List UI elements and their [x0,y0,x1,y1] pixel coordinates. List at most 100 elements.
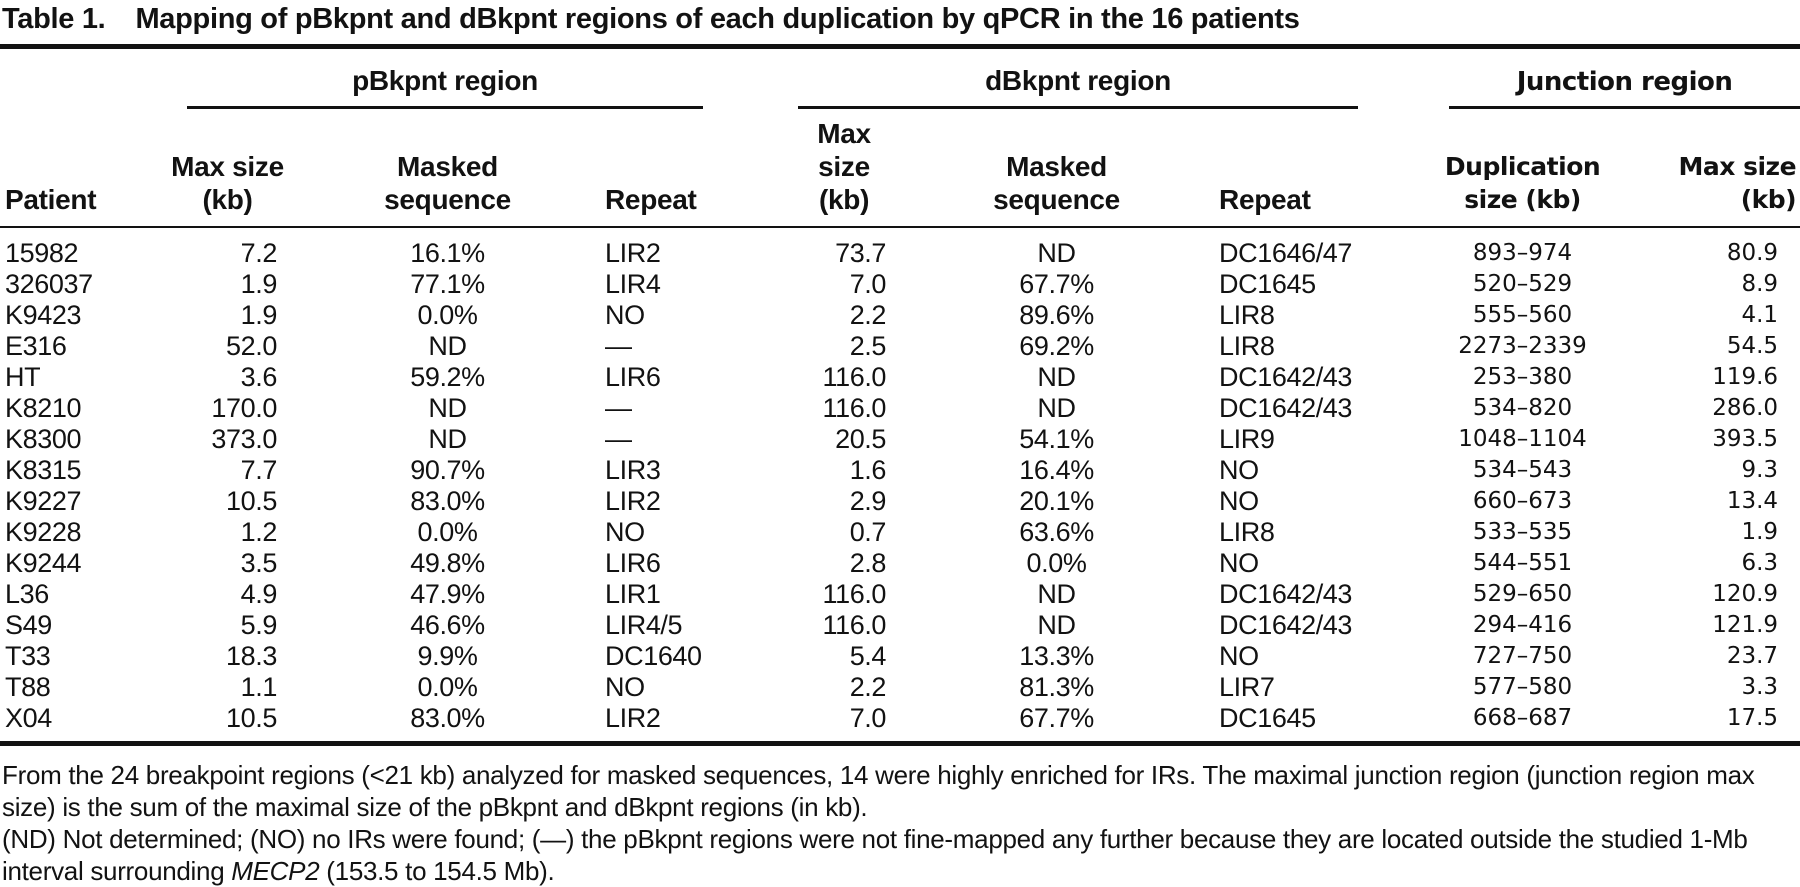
table-row: T33 18.3 9.9% DC1640 5.4 13.3% NO 727–750 23.7 [0,641,1800,672]
table-cell: 54.5 [1726,333,1779,359]
table-cell: 286.0 [1712,395,1779,421]
table-cell: DC1642/43 [1219,579,1353,609]
table-cell: LIR1 [605,579,661,609]
table-row: HT 3.6 59.2% LIR6 116.0 ND DC1642/43 253–380 119… [0,362,1800,393]
table-cell: K9227 [5,486,82,516]
table-cell: LIR2 [605,486,661,516]
table-cell: 1.6 [849,455,887,485]
table-cell: — [605,424,632,454]
table-cell: DC1642/43 [1219,393,1353,423]
table-cell: 17.5 [1726,705,1779,731]
table-cell: LIR8 [1219,331,1275,361]
table-cell: K8210 [5,393,82,423]
table-cell: X04 [5,703,52,733]
table-cell: 0.0% [1026,548,1087,578]
table-row: K8315 7.7 90.7% LIR3 1.6 16.4% NO 534–543 9.3 [0,455,1800,486]
group-header-dbkpnt: dBkpnt region [790,49,1440,109]
table-row: K9228 1.2 0.0% NO 0.7 63.6% LIR8 533–535 1.9 [0,517,1800,548]
table-cell: 0.0% [417,300,478,330]
table-cell: 3.5 [240,548,278,578]
table-cell: ND [1037,238,1076,268]
table-row: 15982 7.2 16.1% LIR2 73.7 ND DC1646/47 893–974 8… [0,227,1800,269]
table-cell: 59.2% [410,362,485,392]
table-cell: ND [1037,610,1076,640]
group-label-junction: Junction region [1516,67,1733,97]
group-label-dbkpnt: dBkpnt region [985,65,1171,96]
table-cell: 83.0% [410,703,485,733]
table-cell: LIR3 [605,455,661,485]
table-cell: 373.0 [211,424,277,454]
table-cell: 8.9 [1741,271,1779,297]
table-cell: 120.9 [1712,581,1779,607]
table-cell: 47.9% [410,579,485,609]
table-cell: LIR2 [605,703,661,733]
table-cell: 326037 [5,269,93,299]
table-row: E316 52.0 ND — 2.5 69.2% LIR8 2273–2339 54.5 [0,331,1800,362]
table-cell: DC1642/43 [1219,610,1353,640]
table-cell: 23.7 [1726,643,1779,669]
table-cell: 555–560 [1472,302,1573,328]
table-row: 326037 1.9 77.1% LIR4 7.0 67.7% DC1645 520–529 8… [0,269,1800,300]
table-row: K9423 1.9 0.0% NO 2.2 89.6% LIR8 555–560 4.1 [0,300,1800,331]
table-cell: 253–380 [1472,364,1573,390]
table-cell: 80.9 [1726,240,1779,266]
footnote-2-tail: (153.5 to 154.5 Mb). [319,856,555,886]
table-cell: 89.6% [1019,300,1094,330]
table-cell: 7.0 [849,703,887,733]
table-cell: 52.0 [226,331,277,361]
table-cell: ND [428,331,467,361]
column-header: Max size (kb) [165,109,290,228]
table-cell: 15982 [5,238,79,268]
table-number: Table 1. [2,3,106,35]
group-header-pbkpnt: pBkpnt region [165,49,790,109]
table-cell: LIR6 [605,362,661,392]
table-cell: 16.1% [410,238,485,268]
table-cell: 90.7% [410,455,485,485]
table-cell: 5.9 [240,610,278,640]
column-header: Masked sequence [290,109,605,228]
table-cell: NO [605,517,645,547]
table-cell: LIR8 [1219,517,1275,547]
table-cell: — [605,331,632,361]
table-cell: 119.6 [1712,364,1779,390]
table-cell: 544–551 [1472,550,1573,576]
table-cell: 727–750 [1472,643,1573,669]
table-cell: ND [1037,579,1076,609]
table-cell: 10.5 [226,703,277,733]
table-cell: 20.1% [1019,486,1094,516]
table-row: L36 4.9 47.9% LIR1 116.0 ND DC1642/43 529–650 12… [0,579,1800,610]
table-cell: 73.7 [835,238,887,268]
table-cell: 20.5 [835,424,887,454]
table-cell: T88 [5,672,51,702]
table-caption: Table 1. Mapping of pBkpnt and dBkpnt reg… [0,0,1800,49]
table-cell: NO [1219,548,1259,578]
footnotes: From the 24 breakpoint regions (<21 kb) … [0,759,1800,887]
table-cell: 116.0 [822,393,887,423]
table-cell: 534–820 [1472,395,1573,421]
table-cell: 18.3 [226,641,277,671]
table-cell: 69.2% [1019,331,1094,361]
table-cell: NO [1219,641,1259,671]
table-cell: K9228 [5,517,82,547]
table-cell: T33 [5,641,51,671]
table-cell: ND [428,393,467,423]
table-cell: NO [605,300,645,330]
table-cell: 534–543 [1472,457,1573,483]
column-header: Repeat [605,109,791,228]
table-cell: K9244 [5,548,82,578]
table-cell: 83.0% [410,486,485,516]
table-cell: 63.6% [1019,517,1094,547]
table-cell: 533–535 [1472,519,1573,545]
table-cell: 2273–2339 [1458,333,1587,359]
table-cell: DC1646/47 [1219,238,1353,268]
table-cell: 77.1% [410,269,485,299]
table-cell: 16.4% [1019,455,1094,485]
table-cell: LIR9 [1219,424,1275,454]
table-cell: 2.2 [849,300,887,330]
table-cell: 0.0% [417,517,478,547]
table-cell: 9.3 [1741,457,1779,483]
group-header-junction: Junction region [1440,49,1800,109]
table-cell: 54.1% [1019,424,1094,454]
group-header-row: pBkpnt region dBkpnt region Junction reg… [0,49,1800,109]
